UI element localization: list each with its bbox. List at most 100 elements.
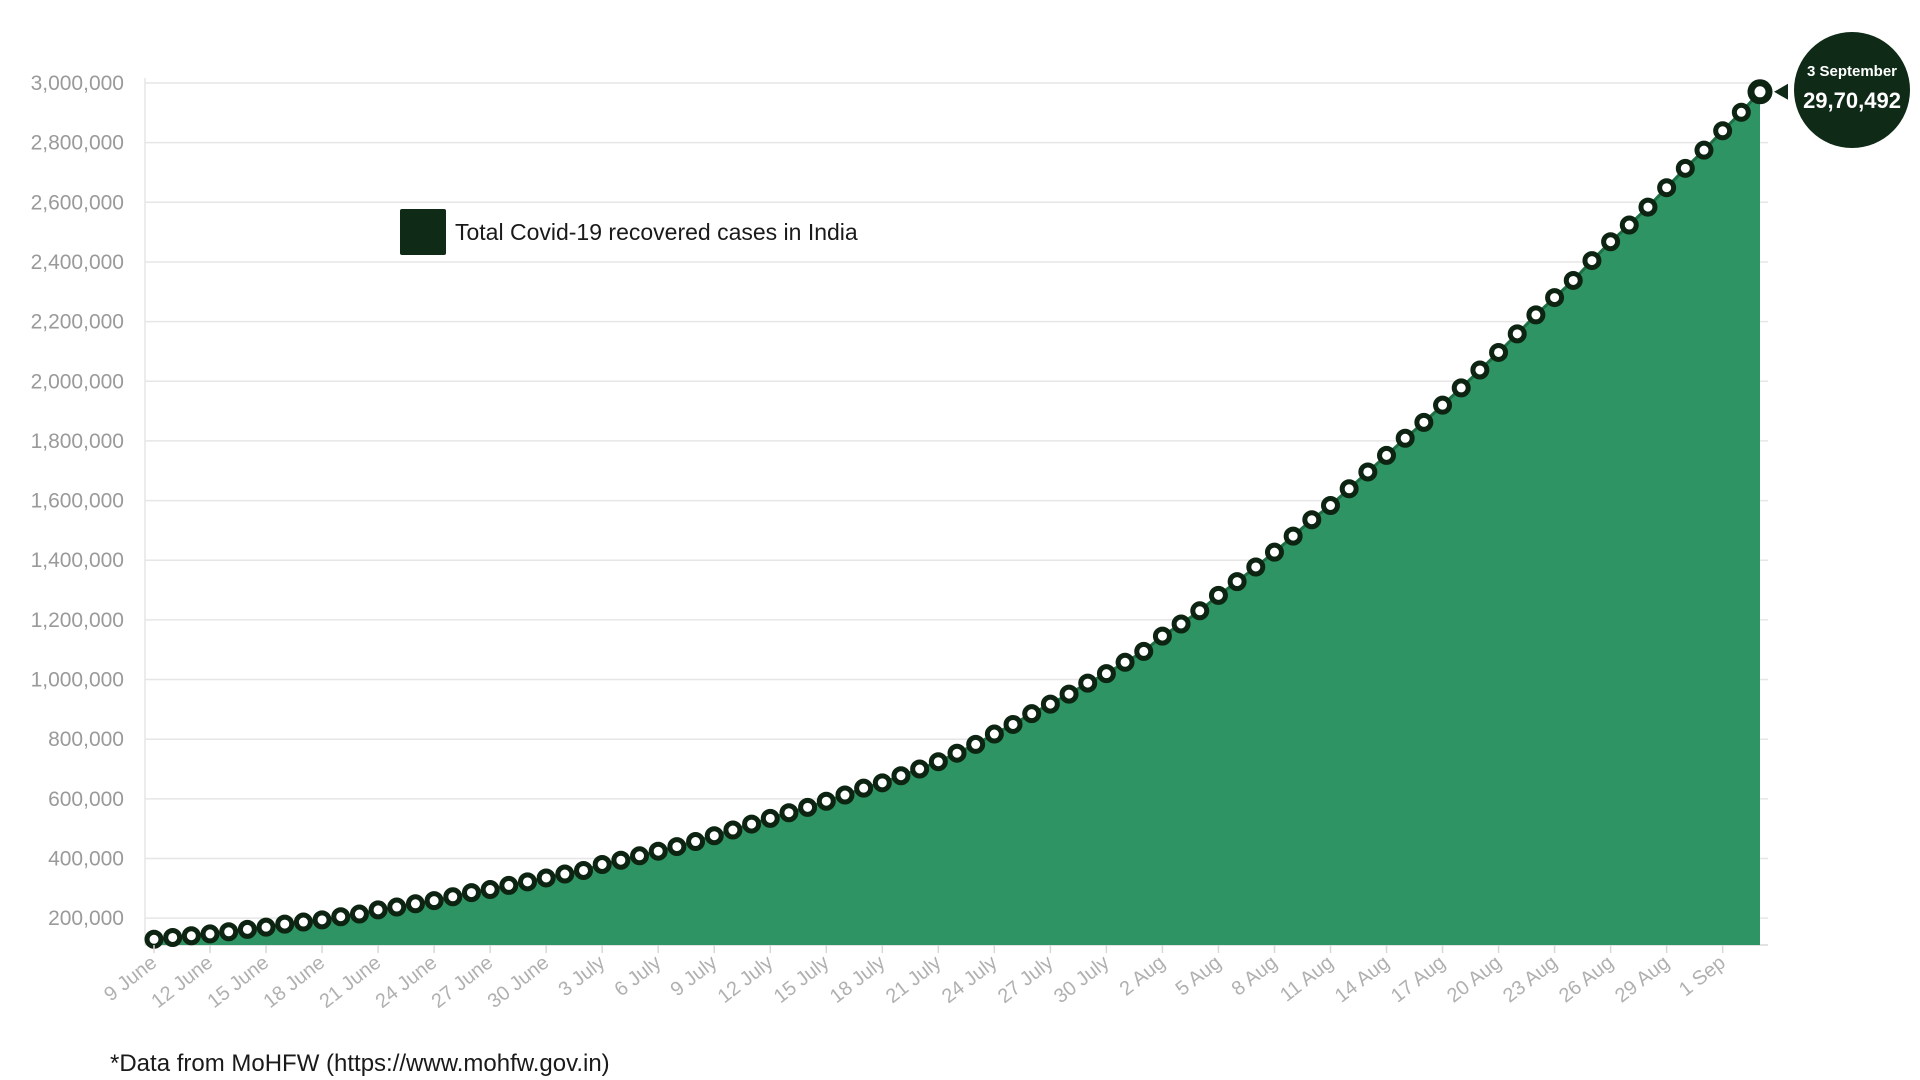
data-point [1134,641,1154,661]
data-point [798,797,818,817]
data-point [760,808,780,828]
data-point [1190,601,1210,621]
data-point [1526,305,1546,325]
y-tick-label: 1,400,000 [31,549,124,572]
data-point [947,743,967,763]
data-point [144,929,164,949]
data-point [872,773,892,793]
data-point [1414,412,1434,432]
data-point [1040,694,1060,714]
x-tick-label: 24 June [372,952,442,1013]
x-tick-label: 18 June [260,952,330,1013]
data-point [854,778,874,798]
data-point [1078,673,1098,693]
data-point [1171,614,1191,634]
data-point [163,927,183,947]
data-point [1283,526,1303,546]
data-point [1208,585,1228,605]
y-tick-label: 3,000,000 [31,72,124,95]
data-point [592,854,612,874]
x-tick-label: 21 June [316,952,386,1013]
data-point [1675,158,1695,178]
x-tick-label: 3 July [555,952,610,1002]
callout-bubble [1794,32,1910,148]
x-tick-label: 24 July [938,952,1001,1008]
value-callout: 3 September 29,70,492 [1774,32,1910,148]
data-point [630,846,650,866]
data-point [1358,462,1378,482]
data-point [1264,542,1284,562]
x-tick-label: 30 July [1050,952,1113,1008]
data-point [1395,428,1415,448]
data-point [779,803,799,823]
x-tick-label: 1 Sep [1675,952,1730,1002]
data-point [928,752,948,772]
x-tick-label: 2 Aug [1116,952,1170,1001]
data-point [517,872,537,892]
data-point [536,868,556,888]
data-point [910,759,930,779]
data-point [1059,684,1079,704]
x-tick-label: 30 June [484,952,554,1013]
data-point [443,887,463,907]
data-point [984,724,1004,744]
data-point [686,832,706,852]
y-tick-label: 1,800,000 [31,430,124,453]
legend-label: Total Covid-19 recovered cases in India [455,219,858,245]
data-point [293,912,313,932]
data-point [1377,445,1397,465]
data-point [331,907,351,927]
data-point [835,785,855,805]
data-point [1694,140,1714,160]
y-tick-label: 800,000 [48,728,124,751]
x-tick-label: 15 June [203,952,273,1013]
x-tick-label: 21 July [882,952,945,1008]
data-point [966,734,986,754]
x-tick-label: 15 July [770,952,833,1008]
x-tick-label: 9 July [667,952,722,1002]
data-point [387,897,407,917]
data-point [816,791,836,811]
data-point [1601,232,1621,252]
y-tick-label: 200,000 [48,907,124,930]
data-source-footnote: *Data from MoHFW (https://www.mohfw.gov.… [110,1050,610,1077]
data-point [1022,704,1042,724]
callout-value: 29,70,492 [1803,88,1901,113]
data-point [1638,197,1658,217]
data-point [891,766,911,786]
data-point [275,914,295,934]
y-tick-label: 2,000,000 [31,370,124,393]
data-point [1731,102,1751,122]
data-point [480,880,500,900]
data-point [237,919,257,939]
data-point [1619,215,1639,235]
x-tick-label: 12 July [714,952,777,1008]
legend: Total Covid-19 recovered cases in India [400,209,858,255]
x-tick-label: 23 Aug [1499,952,1562,1008]
data-point [219,922,239,942]
data-point [1563,270,1583,290]
x-tick-label: 20 Aug [1443,952,1506,1008]
data-point [1003,714,1023,734]
y-tick-label: 1,000,000 [31,669,124,692]
data-point [499,875,519,895]
data-point [1320,496,1340,516]
data-point [1713,121,1733,141]
y-tick-label: 2,400,000 [31,251,124,274]
data-point [349,904,369,924]
y-tick-label: 600,000 [48,788,124,811]
y-tick-label: 2,600,000 [31,191,124,214]
y-tick-label: 2,200,000 [31,311,124,334]
data-point [1152,626,1172,646]
data-point [405,894,425,914]
data-point [574,860,594,880]
data-point [1227,572,1247,592]
data-point [667,837,687,857]
data-point [742,814,762,834]
data-point [1339,479,1359,499]
x-tick-label: 12 June [147,952,217,1013]
data-markers [144,79,1773,949]
data-point [1507,324,1527,344]
